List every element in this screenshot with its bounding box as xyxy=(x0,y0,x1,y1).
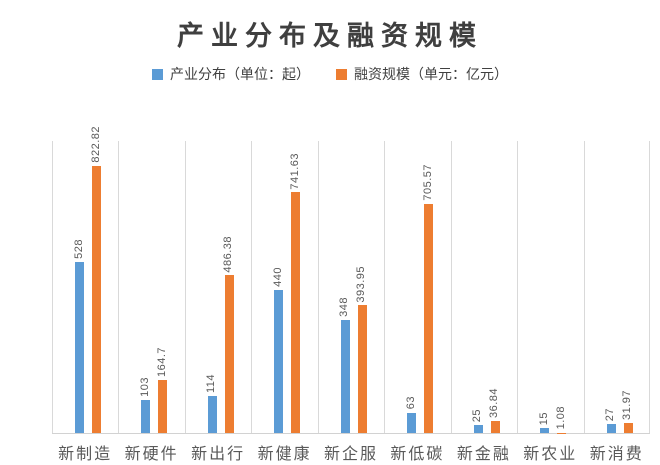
bar-financing xyxy=(291,192,301,433)
bar-financing xyxy=(92,166,101,433)
bar-value-label: 25 xyxy=(471,408,484,422)
bar-financing xyxy=(424,204,434,433)
bar-value-label: 114 xyxy=(205,373,218,393)
bar-value-label: 822.82 xyxy=(89,126,102,163)
legend-swatch-industry xyxy=(152,68,163,80)
bar-value-label: 440 xyxy=(271,267,284,288)
category-label: 新低碳 xyxy=(390,446,445,463)
legend-item-industry: 产业分布（单位：起） xyxy=(152,64,310,84)
chart-title: 产业分布及融资规模 xyxy=(177,21,483,51)
bar-industry xyxy=(274,290,284,433)
bar-industry xyxy=(340,320,350,433)
bar-value-label: 27 xyxy=(604,407,617,422)
bar-industry xyxy=(473,424,483,433)
bar-financing xyxy=(158,379,168,433)
legend: 产业分布（单位：起） 融资规模（单元：亿元） xyxy=(0,64,660,84)
legend-label-financing: 融资规模（单元：亿元） xyxy=(354,66,508,82)
category-label: 新硬件 xyxy=(124,446,179,463)
bar-financing xyxy=(490,421,500,433)
gridline xyxy=(649,141,650,433)
bar-financing xyxy=(357,305,367,433)
bar-industry xyxy=(606,424,616,433)
category-label: 新健康 xyxy=(257,446,312,463)
bar-value-label: 31.97 xyxy=(621,389,634,420)
gridline xyxy=(251,141,252,433)
plot-area: 528 103 114 440 348 63 25 15 27 822.82 164.7 486.38… xyxy=(52,126,650,434)
category-label: 新金融 xyxy=(456,446,511,463)
category-label: 新出行 xyxy=(191,446,246,463)
bar-value-label: 393.95 xyxy=(355,265,368,303)
legend-label-industry: 产业分布（单位：起） xyxy=(170,66,310,82)
category-label: 新制造 xyxy=(58,446,113,463)
gridline xyxy=(318,141,319,433)
bar-value-label: 528 xyxy=(72,238,85,259)
gridline xyxy=(384,141,385,433)
bar-industry xyxy=(75,261,84,433)
bar-value-label: 348 xyxy=(338,297,351,318)
gridline xyxy=(185,141,186,433)
bar-industry xyxy=(407,412,417,433)
category-axis: 新制造 新硬件 新出行 新健康 新企服 新低碳 新金融 新农业 新消费 xyxy=(52,440,650,463)
gridline xyxy=(52,141,53,433)
bar-industry xyxy=(141,399,151,433)
category-label: 新消费 xyxy=(589,446,644,463)
bar-financing xyxy=(224,275,234,433)
bar-value-label: 164.7 xyxy=(155,346,168,377)
bar-value-label: 63 xyxy=(404,396,417,410)
category-label: 新企服 xyxy=(323,446,379,463)
gridline xyxy=(451,141,452,433)
gridline xyxy=(118,141,119,433)
bar-value-label: 36.84 xyxy=(488,387,501,418)
bar-value-label: 15 xyxy=(537,411,550,426)
legend-swatch-financing xyxy=(336,68,347,80)
category-label: 新农业 xyxy=(523,446,578,463)
bar-industry xyxy=(540,428,550,433)
bar-value-label: 1.08 xyxy=(554,406,567,430)
bar-value-label: 741.63 xyxy=(288,152,301,190)
bar-industry xyxy=(207,396,217,433)
bar-value-label: 103 xyxy=(138,376,151,397)
bar-value-label: 486.38 xyxy=(222,235,235,273)
legend-item-financing: 融资规模（单元：亿元） xyxy=(336,64,508,84)
bar-value-label: 705.57 xyxy=(421,164,434,202)
gridline xyxy=(584,141,585,433)
gridline xyxy=(517,141,518,433)
bar-financing xyxy=(623,422,633,433)
